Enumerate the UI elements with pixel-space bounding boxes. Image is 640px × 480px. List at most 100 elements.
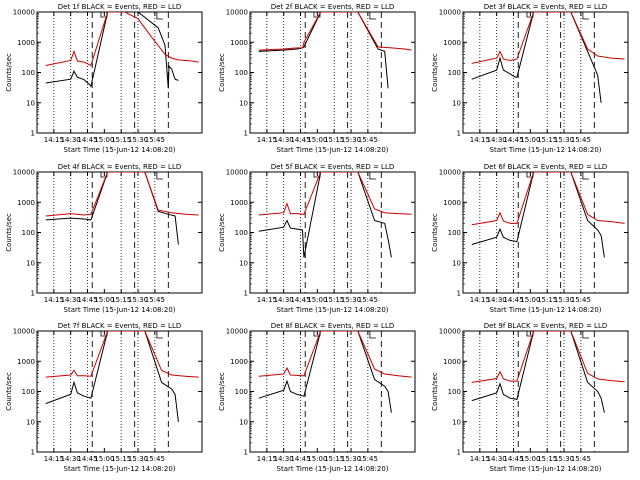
x-tick-label: 15:45: [571, 296, 591, 304]
lld-series-line: [258, 12, 412, 51]
y-axis-label: Counts/sec: [5, 213, 13, 252]
y-tick-label: 1: [31, 290, 35, 298]
chart-panel-8: Det 8f BLACK = Events, RED = LLD Counts/s…: [218, 322, 416, 473]
y-tick-label: 1000: [17, 358, 35, 366]
y-tick-label: 100: [448, 69, 461, 77]
x-tick-label: 14:45: [290, 296, 310, 304]
x-tick-label: 15:00: [94, 136, 114, 144]
chart-panel-7: Det 7f BLACK = Events, RED = LLD Counts/s…: [5, 322, 203, 473]
y-axis-label: Counts/sec: [218, 53, 226, 92]
y-tick-label: 1: [31, 130, 35, 138]
x-axis-label: Start Time (15-Jun-12 14:08:20): [277, 306, 389, 314]
y-tick-label: 10: [452, 259, 461, 267]
x-tick-label: 14:45: [503, 136, 523, 144]
x-tick-label: 15:45: [358, 136, 378, 144]
x-tick-label: 15:00: [520, 136, 540, 144]
x-tick-label: 14:15: [257, 296, 277, 304]
x-tick-label: 15:45: [358, 296, 378, 304]
x-axis-label: Start Time (15-Jun-12 14:08:20): [490, 465, 602, 473]
x-tick-label: 14:45: [77, 296, 97, 304]
y-tick-label: 10000: [226, 328, 248, 336]
events-series-line: [258, 12, 389, 89]
interval-marker: [582, 172, 589, 180]
y-tick-label: 10000: [226, 169, 248, 177]
y-tick-label: 10000: [13, 169, 35, 177]
y-tick-label: 1000: [230, 358, 248, 366]
lld-series-line: [258, 331, 412, 378]
lld-series-line: [45, 331, 199, 378]
x-tick-label: 15:45: [358, 455, 378, 463]
y-axis-label: Counts/sec: [431, 53, 439, 92]
y-tick-label: 10000: [439, 328, 461, 336]
chart-panel-5: Det 5f BLACK = Events, RED = LLD Counts/s…: [218, 163, 416, 314]
y-tick-label: 10000: [13, 328, 35, 336]
y-tick-label: 1: [244, 449, 248, 457]
chart-title: Det 8f BLACK = Events, RED = LLD: [271, 322, 394, 330]
x-tick-label: 15:30: [128, 136, 148, 144]
y-axis-label: Counts/sec: [431, 213, 439, 252]
x-tick-label: 15:15: [324, 136, 344, 144]
y-axis-label: Counts/sec: [431, 372, 439, 411]
y-tick-label: 100: [448, 388, 461, 396]
events-series-line: [45, 331, 179, 422]
y-tick-label: 1000: [443, 358, 461, 366]
lld-series-line: [45, 172, 199, 217]
y-tick-label: 1: [244, 130, 248, 138]
y-axis-label: Counts/sec: [5, 53, 13, 92]
y-tick-label: 10: [239, 259, 248, 267]
x-tick-label: 14:15: [257, 455, 277, 463]
lld-series-line: [471, 12, 625, 64]
x-tick-label: 15:30: [341, 455, 361, 463]
events-series-line: [471, 172, 605, 258]
x-tick-label: 14:15: [44, 455, 64, 463]
x-tick-label: 14:30: [61, 136, 81, 144]
events-series-line: [45, 12, 179, 89]
x-tick-label: 14:45: [503, 296, 523, 304]
plot-frame: [462, 171, 629, 294]
x-axis-label: Start Time (15-Jun-12 14:08:20): [490, 146, 602, 154]
y-tick-label: 10000: [226, 9, 248, 17]
interval-marker: [369, 331, 376, 339]
y-tick-label: 10000: [439, 9, 461, 17]
x-tick-label: 14:30: [274, 296, 294, 304]
chart-panel-3: Det 3f BLACK = Events, RED = LLD Counts/s…: [431, 3, 629, 154]
x-tick-label: 14:30: [274, 455, 294, 463]
y-tick-label: 100: [235, 388, 248, 396]
chart-title: Det 1f BLACK = Events, RED = LLD: [58, 3, 181, 11]
events-series-line: [258, 331, 392, 413]
x-tick-label: 14:15: [257, 136, 277, 144]
y-tick-label: 1: [457, 290, 461, 298]
x-tick-label: 15:15: [537, 136, 557, 144]
x-tick-label: 15:30: [341, 136, 361, 144]
x-tick-label: 15:45: [145, 455, 165, 463]
lld-series-line: [258, 172, 412, 216]
x-tick-label: 14:30: [487, 136, 507, 144]
y-tick-label: 10000: [13, 9, 35, 17]
y-tick-label: 100: [22, 229, 35, 237]
x-axis-label: Start Time (15-Jun-12 14:08:20): [64, 306, 176, 314]
interval-marker: [582, 12, 589, 20]
y-tick-label: 1000: [230, 199, 248, 207]
chart-panel-4: Det 4f BLACK = Events, RED = LLD Counts/s…: [5, 163, 203, 314]
y-tick-label: 100: [22, 388, 35, 396]
x-tick-label: 15:15: [111, 455, 131, 463]
plot-frame: [462, 330, 629, 453]
x-tick-label: 14:45: [290, 136, 310, 144]
x-tick-label: 15:00: [520, 455, 540, 463]
interval-marker: [582, 331, 589, 339]
x-tick-label: 15:45: [571, 455, 591, 463]
x-tick-label: 15:45: [571, 136, 591, 144]
x-tick-label: 15:30: [128, 455, 148, 463]
plot-frame: [462, 11, 629, 134]
x-axis-label: Start Time (15-Jun-12 14:08:20): [277, 465, 389, 473]
chart-panel-6: Det 6f BLACK = Events, RED = LLD Counts/s…: [431, 163, 629, 314]
x-tick-label: 14:30: [61, 455, 81, 463]
events-series-line: [471, 12, 602, 103]
y-tick-label: 1000: [230, 39, 248, 47]
y-tick-label: 1: [31, 449, 35, 457]
x-tick-label: 15:30: [341, 296, 361, 304]
y-tick-label: 1: [244, 290, 248, 298]
x-tick-label: 14:15: [44, 136, 64, 144]
y-tick-label: 100: [235, 229, 248, 237]
